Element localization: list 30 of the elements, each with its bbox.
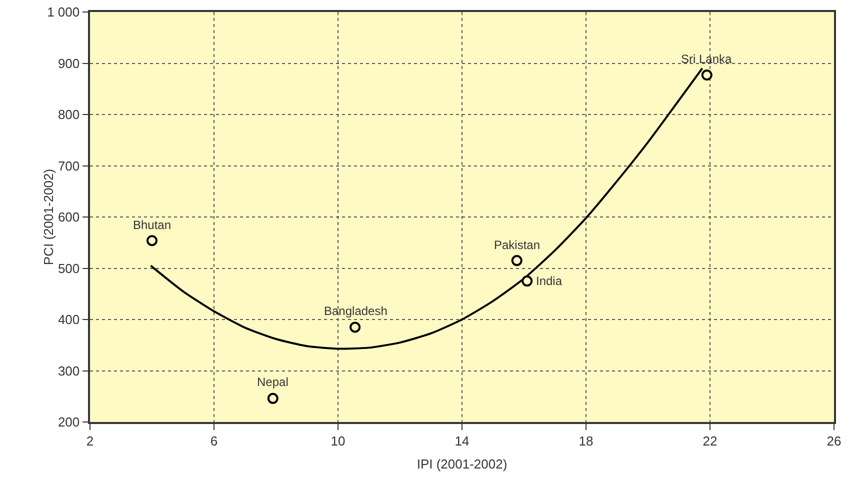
- y-tick-label: 500: [58, 260, 80, 276]
- y-tick-label: 700: [58, 158, 80, 174]
- annotation: Bhutan: [133, 218, 172, 232]
- x-tick-label: 10: [330, 433, 346, 448]
- annotation: India: [536, 274, 562, 288]
- x-axis-title: IPI (2001-2002): [416, 456, 508, 472]
- x-tick-label: 18: [578, 433, 594, 448]
- y-axis-title: PCI (2001-2002): [40, 168, 56, 266]
- annotation: Sri Lanka: [681, 52, 732, 66]
- x-tick-label: 6: [210, 433, 218, 448]
- x-tick-label: 14: [454, 433, 470, 448]
- y-tick-label: 800: [58, 107, 80, 122]
- annotation: Pakistan: [494, 238, 540, 252]
- x-tick-label: 22: [702, 433, 718, 448]
- annotation: Bangladesh: [324, 304, 388, 318]
- x-tick-label: 26: [826, 433, 842, 448]
- point: [350, 322, 361, 333]
- point: [701, 70, 712, 81]
- point: [267, 392, 278, 404]
- y-tick-label: 900: [58, 56, 80, 71]
- y-tick-label: 1 000: [47, 4, 80, 20]
- y-tick-label: 300: [58, 363, 80, 378]
- point: [522, 276, 533, 287]
- y-tick-label: 200: [58, 414, 80, 430]
- annotation: Nepal: [257, 375, 288, 389]
- point: [511, 255, 522, 266]
- x-tick-label: 2: [86, 433, 94, 448]
- y-tick-label: 400: [58, 312, 80, 328]
- point: [146, 235, 158, 246]
- y-tick-label: 600: [58, 210, 80, 225]
